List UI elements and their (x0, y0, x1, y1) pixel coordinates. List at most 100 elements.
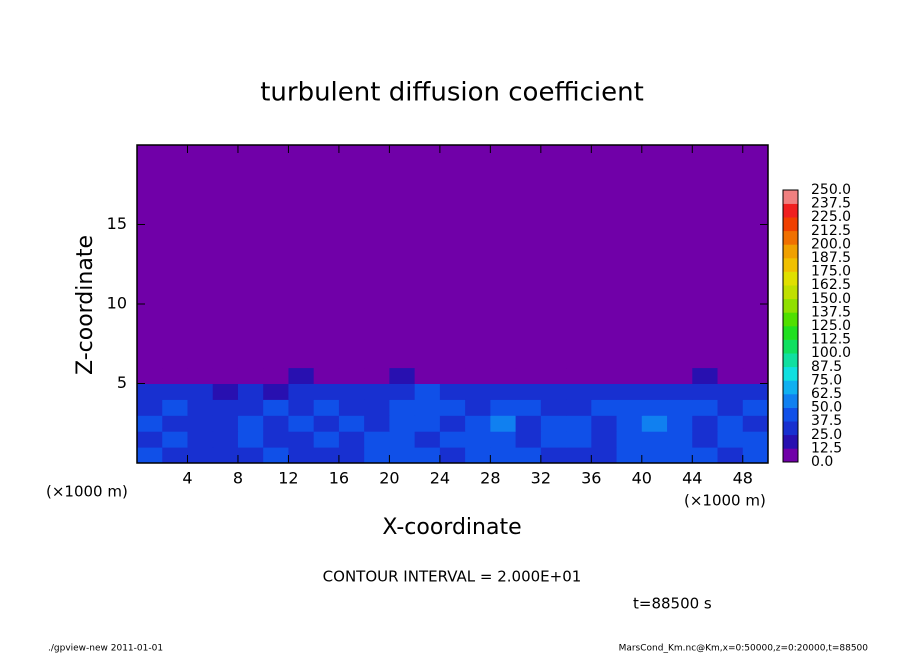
y-tick-label: 10 (107, 294, 127, 313)
heat-cell (288, 145, 315, 369)
colorbar-swatch (783, 230, 798, 245)
heat-cell (162, 383, 188, 400)
heat-cell (540, 383, 567, 400)
heat-cell (338, 415, 365, 432)
colorbar-swatch (783, 339, 798, 354)
x-tick-label: 40 (632, 469, 652, 488)
colorbar-swatch (783, 190, 798, 204)
heat-cell (515, 399, 542, 416)
colorbar-label: 225.0 (811, 209, 851, 225)
colorbar-swatch (783, 394, 798, 408)
heat-cell (591, 447, 618, 464)
heat-cell (540, 399, 567, 416)
heat-cell (187, 367, 214, 384)
heat-cell (364, 383, 390, 400)
heat-cell (187, 383, 214, 400)
heat-cell (338, 145, 365, 369)
heat-cell (717, 383, 744, 400)
heat-cell (263, 447, 289, 464)
heat-cell (313, 145, 340, 369)
heat-cell (566, 367, 592, 384)
colorbar-swatch (783, 244, 798, 259)
heat-cell (162, 399, 188, 416)
heat-cell (616, 367, 643, 384)
colorbar-swatch (783, 407, 798, 422)
heat-cell (414, 447, 441, 464)
heat-cell (389, 447, 416, 464)
colorbar-label: 237.5 (811, 196, 851, 212)
heat-cell (641, 383, 668, 400)
heat-cell (313, 431, 340, 448)
colorbar-label: 150.0 (811, 291, 851, 307)
heat-cell (288, 415, 315, 432)
heat-cell (439, 431, 466, 448)
heat-cell (490, 431, 517, 448)
heat-cell (742, 447, 769, 464)
heat-cell (212, 447, 239, 464)
heat-cell (465, 383, 491, 400)
heat-cell (616, 431, 643, 448)
heat-cell (591, 367, 618, 384)
colorbar-label: 212.5 (811, 223, 851, 239)
heat-cell (237, 145, 264, 369)
heat-cell (137, 383, 163, 400)
heat-cell (237, 415, 264, 432)
heat-cell (162, 431, 188, 448)
heat-cell (692, 415, 719, 432)
heat-cell (692, 383, 719, 400)
colorbar-label: 187.5 (811, 250, 851, 266)
heat-cell (490, 447, 517, 464)
heat-cell (641, 367, 668, 384)
heat-cell (137, 415, 163, 432)
heat-cell (591, 145, 618, 369)
heat-cell (137, 399, 163, 416)
heat-cell (616, 447, 643, 464)
heat-cell (237, 367, 264, 384)
x-axis-label: X-coordinate (382, 515, 521, 540)
colorbar-label: 162.5 (811, 277, 851, 293)
heat-cell (263, 383, 289, 400)
heat-cell (566, 383, 592, 400)
x-unit: (×1000 m) (684, 492, 766, 510)
colorbar-label: 0.0 (811, 454, 833, 470)
heat-cell (540, 415, 567, 432)
heat-cell (288, 383, 315, 400)
heat-cell (313, 415, 340, 432)
heat-cell (212, 399, 239, 416)
colorbar-frame (782, 189, 799, 463)
heat-cell (566, 399, 592, 416)
heat-cell (439, 415, 466, 432)
footer: MarsCond_Km.nc@Km,x=0:50000,z=0:20000,t=… (619, 644, 869, 654)
colorbar-label: 112.5 (811, 332, 851, 348)
heat-cell (667, 399, 693, 416)
heat-cell (515, 367, 542, 384)
heat-cell (237, 399, 264, 416)
heat-cell (263, 431, 289, 448)
x-unit: (×1000 m) (46, 483, 128, 501)
heat-cell (237, 447, 264, 464)
x-tick-label: 12 (278, 469, 298, 488)
heat-cell (591, 399, 618, 416)
heat-cell (263, 145, 289, 369)
heat-cell (364, 415, 390, 432)
heat-cell (742, 431, 769, 448)
colorbar-swatch (783, 271, 798, 286)
colorbar-swatch (783, 203, 798, 218)
heat-cell (591, 383, 618, 400)
heat-cell (414, 431, 441, 448)
heat-cell (490, 367, 517, 384)
y-axis-label: Z-coordinate (73, 235, 98, 375)
heat-cell (465, 367, 491, 384)
heat-cell (515, 145, 542, 369)
heat-cell (212, 431, 239, 448)
heat-cell (439, 383, 466, 400)
heat-cell (338, 447, 365, 464)
x-tick-label: 36 (581, 469, 601, 488)
footer: ./gpview-new 2011-01-01 (48, 644, 163, 654)
x-tick-label: 48 (733, 469, 753, 488)
heat-cell (490, 415, 517, 432)
heat-cell (566, 447, 592, 464)
x-tick-label: 28 (480, 469, 500, 488)
colorbar-swatch (783, 434, 798, 449)
colorbar-swatch (783, 285, 798, 300)
